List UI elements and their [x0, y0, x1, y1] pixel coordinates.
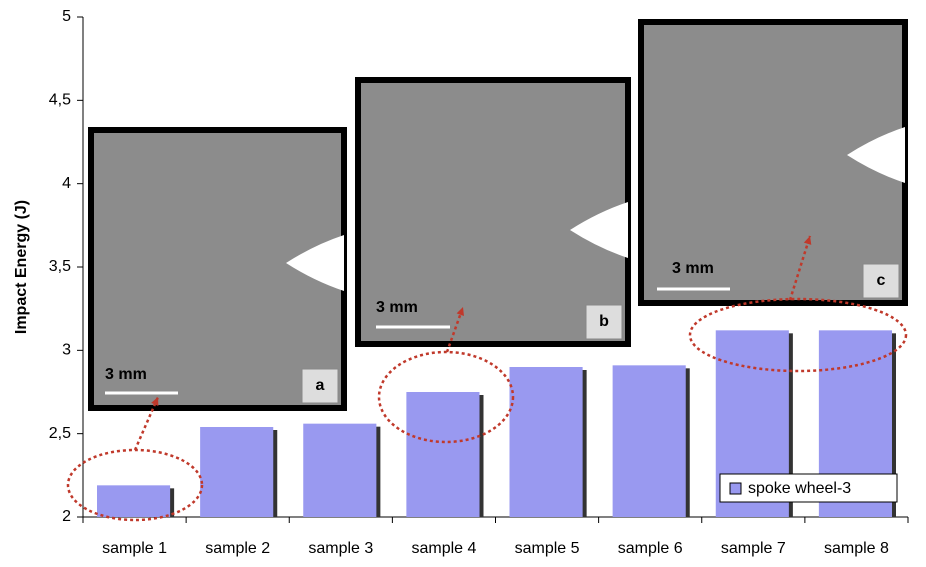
legend-box — [719, 473, 898, 503]
x-tick-label: sample 7 — [721, 540, 786, 557]
x-tick-label: sample 8 — [824, 540, 889, 557]
inset-label: b — [599, 313, 609, 330]
x-tick-label: sample 3 — [308, 540, 373, 557]
highlight-ellipse — [66, 448, 204, 522]
y-tick-label: 3 — [62, 342, 71, 359]
x-tick-label: sample 2 — [205, 540, 270, 557]
inset-label-box — [585, 304, 623, 340]
y-tick-label: 4,5 — [49, 92, 71, 109]
bar — [303, 423, 377, 517]
inset-notch — [286, 235, 344, 291]
bar — [200, 427, 274, 517]
y-tick-label: 2 — [62, 508, 71, 525]
legend-label: spoke wheel-3 — [748, 480, 851, 497]
y-tick-label: 2,5 — [49, 425, 71, 442]
inset-label: c — [877, 272, 886, 289]
x-tick-label: sample 4 — [411, 540, 476, 557]
y-tick-label: 5 — [62, 8, 71, 25]
y-tick-label: 4 — [62, 175, 71, 192]
legend-swatch — [729, 482, 742, 495]
inset-label: a — [316, 377, 325, 394]
scale-label: 3 mm — [105, 366, 147, 383]
arrow-line — [133, 396, 160, 451]
x-tick-label: sample 6 — [618, 540, 683, 557]
bar — [612, 365, 686, 517]
scale-label: 3 mm — [672, 260, 714, 277]
inset-notch — [570, 202, 628, 258]
scale-label: 3 mm — [376, 299, 418, 316]
bar — [509, 367, 583, 517]
x-tick-label: sample 5 — [515, 540, 580, 557]
arrow-head — [151, 397, 159, 406]
inset-notch — [847, 127, 905, 183]
bar — [406, 392, 480, 517]
arrow-line — [788, 235, 812, 301]
inset-label-box — [301, 368, 339, 404]
y-tick-label: 3,5 — [49, 258, 71, 275]
arrow-line — [445, 306, 465, 353]
inset-label-box — [862, 263, 900, 299]
highlight-ellipse — [688, 297, 908, 373]
highlight-ellipse — [377, 350, 515, 444]
arrow-head — [456, 307, 464, 316]
inset-image — [355, 77, 631, 347]
bar — [97, 485, 171, 517]
x-tick-label: sample 1 — [102, 540, 167, 557]
y-axis-label: Impact Energy (J) — [13, 200, 30, 334]
arrow-head — [803, 236, 812, 245]
